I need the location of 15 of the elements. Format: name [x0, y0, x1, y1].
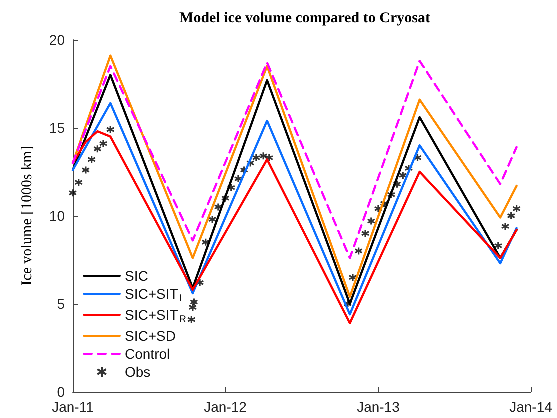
legend-label: Obs: [125, 364, 151, 380]
y-tick-label: 15: [49, 120, 66, 136]
legend-label: SIC: [125, 268, 148, 284]
x-tick-label: Jan-11: [52, 399, 94, 415]
y-axis-title: Ice volume [1000s km]: [20, 146, 36, 286]
y-tick-label: 20: [49, 32, 66, 48]
x-tick-label: Jan-13: [357, 399, 400, 415]
y-tick-label: 10: [49, 208, 66, 224]
x-tick-label: Jan-12: [204, 399, 248, 415]
y-tick-label: 0: [57, 384, 66, 400]
x-tick-label: Jan-14: [510, 399, 553, 415]
legend-label: Control: [125, 346, 170, 362]
legend-label: SIC+SD: [125, 328, 176, 344]
y-tick-label: 5: [57, 296, 66, 312]
chart-title: Model ice volume compared to Cryosat: [180, 10, 430, 26]
